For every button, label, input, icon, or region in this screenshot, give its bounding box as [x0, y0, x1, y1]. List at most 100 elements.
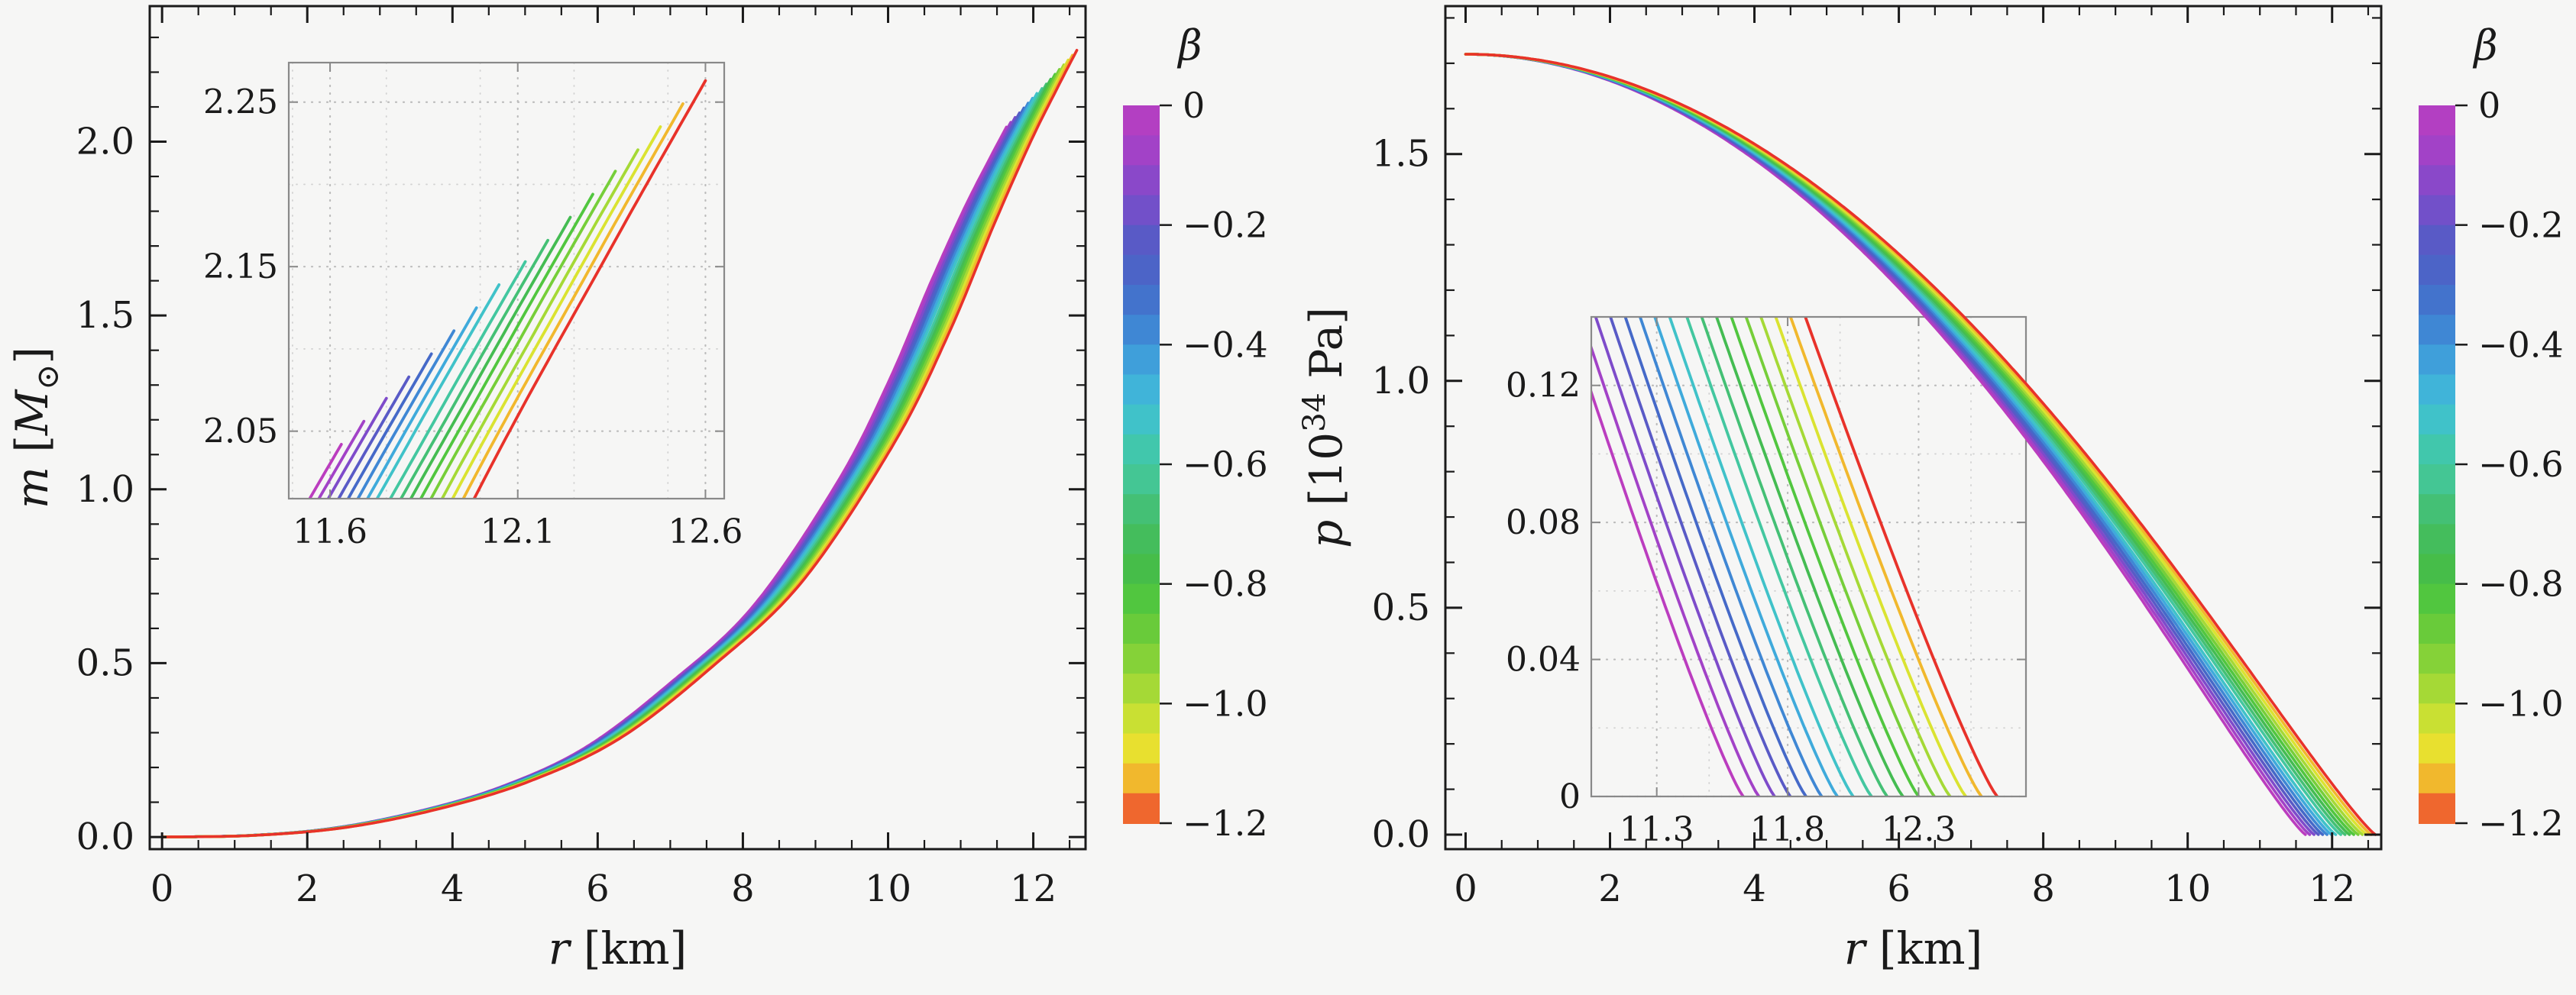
- inset-curve-beta--1.2: [1804, 317, 1999, 796]
- inset-curve-beta--0.075: [1591, 343, 1761, 796]
- tick-labels: 0 2 4 6 8 10 12 0.0 0.5 1.0 1.5: [1372, 133, 2356, 910]
- colorbar-cell: [2419, 733, 2455, 764]
- colorbar-cell: [2419, 285, 2455, 316]
- inset-curve-beta--0.825: [419, 192, 594, 499]
- inset-curve-beta--0.15: [326, 396, 388, 499]
- y-tick-label: 1.0: [76, 468, 134, 511]
- major-ticks: [150, 6, 1086, 849]
- colorbar-cell: [2419, 644, 2455, 675]
- inset-curve-beta--0.225: [1609, 317, 1792, 796]
- colorbar-cell: [1123, 644, 1160, 675]
- inset-frame: [1590, 315, 2027, 798]
- y-tick-label: 0.5: [1372, 586, 1430, 629]
- colorbar-tick-label: 0: [2478, 85, 2500, 126]
- colorbar-cell: [1123, 105, 1160, 137]
- x-tick-label: 10: [2164, 867, 2211, 910]
- colorbar-cell: [2419, 374, 2455, 405]
- colorbar-cell: [2419, 583, 2455, 615]
- inset-frame: [287, 61, 726, 500]
- curve-family: [160, 49, 1079, 838]
- colorbar: 0 −0.2 −0.4 −0.6 −0.8 −1.0 −1.2 β: [2419, 21, 2564, 844]
- colorbar-title: β: [1176, 21, 1202, 69]
- inset-curve-beta--0.9: [429, 170, 617, 499]
- colorbar-ticks: [2455, 104, 2468, 825]
- inset-curve-beta--0.525: [375, 283, 501, 499]
- inset-ticks: [1591, 317, 2026, 797]
- colorbar: 0 −0.2 −0.4 −0.6 −0.8 −1.0 −1.2 β: [1123, 21, 1268, 844]
- inset-curve-beta--0.15: [1594, 317, 1776, 796]
- inset-curve-beta--0.6: [1685, 317, 1873, 796]
- colorbar-tick-label: −1.2: [1183, 803, 1268, 844]
- colorbar-cell: [2419, 165, 2455, 196]
- colorbar-tick-label: −0.8: [2478, 564, 2564, 605]
- inset-zoom: 11.3 11.8 12.300.040.080.12: [1506, 315, 2027, 849]
- colorbar-cell: [1123, 674, 1160, 705]
- x-tick-label: 0: [150, 867, 174, 910]
- colorbar-cell: [1123, 464, 1160, 496]
- curve-family: [1464, 53, 2377, 836]
- inset-y-tick-label: 0.08: [1506, 503, 1581, 542]
- x-tick-label: 4: [441, 867, 464, 910]
- colorbar-cell: [1123, 703, 1160, 735]
- panel-pressure-profile: 11.3 11.8 12.300.040.080.120 2 4 6 8 10 120.00.5…: [1296, 5, 2383, 974]
- colorbar-cell: [2419, 763, 2455, 794]
- plot-frame: [148, 5, 1087, 851]
- colorbar-cell: [1123, 763, 1160, 794]
- colorbar-cell: [2419, 613, 2455, 644]
- y-tick-label: 0.0: [1372, 813, 1430, 856]
- colorbar-cell: [1123, 195, 1160, 226]
- colorbar-cell: [1123, 434, 1160, 465]
- colorbar-cell: [2419, 315, 2455, 346]
- major-ticks: [1445, 6, 2381, 849]
- y-tick-label: 2.0: [76, 121, 134, 163]
- colorbar-cell: [1123, 793, 1160, 824]
- inset-tick-labels: 11.6 12.1 12.6 2.05 2.15 2.25: [203, 83, 743, 551]
- panel-mass-profile: 11.6 12.1 12.6 2.05 2.15 2.25 0 2 4 6 8 10 12 0.0 0.5 1…: [6, 5, 1087, 974]
- inset-curve-beta--0.6: [388, 260, 527, 499]
- colorbar-tick-labels: 0 −0.2 −0.4 −0.6 −0.8 −1.0 −1.2: [1183, 85, 1268, 844]
- colorbar-cell: [2419, 464, 2455, 496]
- colorbar-tick-labels: 0 −0.2 −0.4 −0.6 −0.8 −1.0 −1.2: [2478, 85, 2564, 844]
- x-tick-label: 2: [1598, 867, 1622, 910]
- x-tick-label: 0: [1454, 867, 1477, 910]
- inset-curve-beta--0.3: [346, 352, 433, 499]
- x-tick-label: 8: [731, 867, 755, 910]
- colorbar-cell: [2419, 793, 2455, 824]
- inset-curve-beta--0.45: [365, 306, 478, 499]
- x-tick-label: 12: [1010, 867, 1057, 910]
- colorbar-cell: [2419, 254, 2455, 286]
- colorbar-tick-label: 0: [1183, 85, 1205, 126]
- inset-zoom: 11.6 12.1 12.6 2.05 2.15 2.25: [203, 61, 743, 551]
- inset-y-tick-label: 2.25: [203, 83, 278, 122]
- inset-curve-beta--0.675: [1700, 317, 1889, 796]
- colorbar-tick-label: −0.4: [1183, 324, 1268, 365]
- y-axis-label: m [M⊙]: [6, 347, 66, 509]
- colorbar-cell: [1123, 344, 1160, 376]
- inset-curve-beta--0.225: [337, 375, 411, 499]
- colorbar-cell: [1123, 613, 1160, 644]
- y-tick-label: 1.5: [1372, 133, 1430, 176]
- inset-curves: [1591, 317, 1999, 796]
- x-tick-label: 4: [1743, 867, 1766, 910]
- colorbar-cell: [2419, 135, 2455, 166]
- inset-curve-beta--0.375: [1638, 317, 1824, 796]
- colorbar-cell: [2419, 105, 2455, 137]
- plot-frame: [1444, 5, 2383, 851]
- colorbar-cell: [1123, 135, 1160, 166]
- colorbar-cell: [1123, 254, 1160, 286]
- colorbar-tick-label: −1.2: [2478, 803, 2564, 844]
- colorbar-tick-label: −0.6: [2478, 444, 2564, 485]
- colorbar-ticks: [1160, 104, 1172, 825]
- colorbar-cell: [1123, 374, 1160, 405]
- x-tick-label: 12: [2309, 867, 2355, 910]
- inset-curve-beta--1.125: [461, 102, 684, 499]
- inset-tick-labels: 11.3 11.8 12.300.040.080.12: [1506, 367, 1956, 849]
- colorbar-title: β: [2472, 21, 2497, 69]
- colorbar-cell: [2419, 554, 2455, 585]
- colorbar-tick-label: −0.2: [1183, 205, 1268, 246]
- inset-ticks: [289, 63, 724, 499]
- inset-curve-beta--0.525: [1668, 317, 1855, 796]
- colorbar-cell: [1123, 225, 1160, 256]
